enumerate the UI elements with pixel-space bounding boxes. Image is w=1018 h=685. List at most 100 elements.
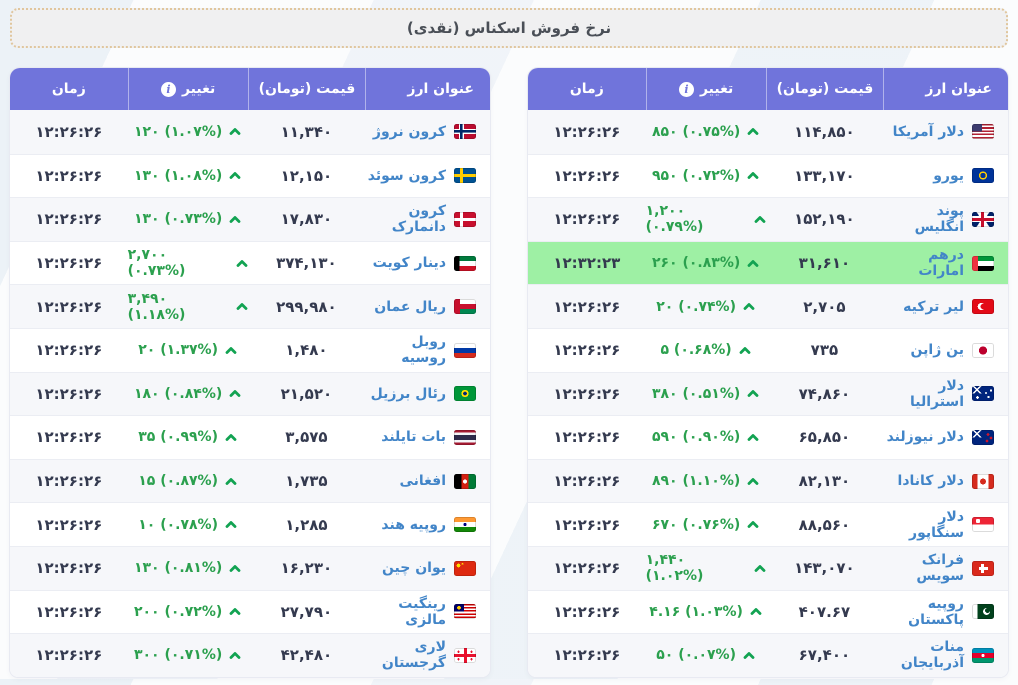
update-time: ۱۲:۲۶:۲۶ [35,210,103,229]
flag-cn-icon [454,560,476,576]
update-time: ۱۲:۲۶:۲۶ [35,472,103,491]
currency-name-link[interactable]: فرانک سویس [916,552,964,585]
change-value: ۱,۴۴۰ (۱.۰۲%) [645,552,704,585]
currency-row-in[interactable]: روپیه هند ۱,۲۸۵ ۱۰ (۰.۷۸%) ۱۲:۲۶:۲۶ [10,502,490,546]
flag-jp-icon [972,342,994,358]
info-icon[interactable] [160,81,176,97]
currency-name-link[interactable]: منات آذربایجان [900,639,964,672]
change-value: ۹۵۰ (۰.۷۲%) [651,167,741,184]
arrow-up-icon [747,259,759,267]
change-cell: ۵۹۰ (۰.۹۰%) [646,429,766,445]
currency-row-af[interactable]: افغانی ۱,۷۳۵ ۱۵ (۰.۸۷%) ۱۲:۲۶:۲۶ [10,458,490,503]
update-time: ۱۲:۲۶:۲۶ [35,297,103,316]
currency-row-nz[interactable]: دلار نیوزلند ۶۵,۸۵۰ ۵۹۰ (۰.۹۰%) ۱۲:۲۶:۲۶ [528,415,1008,459]
currency-name-link[interactable]: ین ژاپن [910,342,964,359]
currency-row-jp[interactable]: ین ژاپن ۷۳۵ ۵ (۰.۶۸%) ۱۲:۲۶:۲۶ [528,327,1008,372]
currency-name-link[interactable]: ریال عمان [374,298,446,315]
change-value: ۶۷۰ (۰.۷۶%) [651,516,741,533]
arrow-up-icon [229,128,241,136]
flag-gb-icon [972,211,994,227]
currency-row-au[interactable]: دلار استرالیا ۷۴,۸۶۰ ۳۸۰ (۰.۵۱%) ۱۲:۲۶:۲۶ [528,371,1008,416]
flag-dk-icon [454,211,476,227]
currency-table-major: عنوان ارز قیمت (تومان) تغییر زمان دلار آ… [528,68,1008,677]
update-time: ۱۲:۲۶:۲۶ [35,602,103,621]
info-icon[interactable] [678,81,694,97]
currency-row-tr[interactable]: لیر ترکیه ۲,۷۰۵ ۲۰ (۰.۷۴%) ۱۲:۲۶:۲۶ [528,284,1008,328]
currency-row-dk[interactable]: کرون دانمارک ۱۷,۸۳۰ ۱۳۰ (۰.۷۳%) ۱۲:۲۶:۲۶ [10,197,490,241]
currency-row-kw[interactable]: دینار کویت ۳۷۴,۱۳۰ ۲,۷۰۰ (۰.۷۳%) ۱۲:۲۶:۲۶ [10,240,490,285]
currency-row-my[interactable]: رینگیت مالزی ۲۷,۷۹۰ ۲۰۰ (۰.۷۲%) ۱۲:۲۶:۲۶ [10,589,490,634]
currency-name-link[interactable]: روپیه پاکستان [908,595,964,628]
currency-row-cn[interactable]: یوان چین ۱۶,۲۳۰ ۱۳۰ (۰.۸۱%) ۱۲:۲۶:۲۶ [10,545,490,590]
arrow-up-icon [225,434,237,441]
flag-pk-icon [972,604,994,620]
change-cell: ۱۵ (۰.۸۷%) [128,473,248,489]
update-time: ۱۲:۲۶:۲۶ [553,559,621,578]
currency-row-om[interactable]: ریال عمان ۲۹۹,۹۸۰ ۳,۴۹۰ (۱.۱۸%) ۱۲:۲۶:۲۶ [10,284,490,328]
update-time: ۱۲:۲۶:۲۶ [553,341,621,360]
update-time: ۱۲:۲۶:۲۶ [553,472,621,491]
currency-row-az[interactable]: منات آذربایجان ۶۷,۴۰۰ ۵۰ (۰.۰۷%) ۱۲:۲۶:۲۶ [528,633,1008,677]
currency-row-us[interactable]: دلار آمریکا ۱۱۴,۸۵۰ ۸۵۰ (۰.۷۵%) ۱۲:۲۶:۲۶ [528,110,1008,154]
arrow-up-icon [236,259,248,267]
change-value: ۲,۷۰۰ (۰.۷۳%) [127,247,186,280]
currency-name-link[interactable]: کرون دانمارک [391,203,446,236]
currency-name-link[interactable]: افغانی [399,473,446,490]
currency-name-cell: ین ژاپن [883,342,1008,358]
currency-name-link[interactable]: روپیه هند [381,516,446,533]
currency-row-sg[interactable]: دلار سنگاپور ۸۸,۵۶۰ ۶۷۰ (۰.۷۶%) ۱۲:۲۶:۲۶ [528,502,1008,546]
currency-row-gb[interactable]: پوند انگلیس ۱۵۲,۱۹۰ ۱,۲۰۰ (۰.۷۹%) ۱۲:۲۶:۲۶ [528,197,1008,241]
change-cell: ۱۳۰ (۰.۸۱%) [128,560,248,576]
currency-name-link[interactable]: دلار سنگاپور [909,508,964,541]
currency-name-link[interactable]: رئال برزیل [370,385,446,402]
price-value: ۲۱,۵۲۰ [280,384,333,403]
currency-row-pk[interactable]: روپیه پاکستان ۴۰۷.۶۷ ۴.۱۶ (۱.۰۳%) ۱۲:۲۶:۲۶ [528,589,1008,634]
tables-container: عنوان ارز قیمت (تومان) تغییر زمان دلار آ… [10,68,1008,677]
currency-row-th[interactable]: بات تایلند ۳,۵۷۵ ۳۵ (۰.۹۹%) ۱۲:۲۶:۲۶ [10,415,490,459]
currency-name-link[interactable]: دلار آمریکا [892,123,964,140]
currency-name-link[interactable]: کرون سوئد [367,167,446,184]
flag-kw-icon [454,255,476,271]
currency-row-eu[interactable]: یورو ۱۳۳,۱۷۰ ۹۵۰ (۰.۷۲%) ۱۲:۲۶:۲۶ [528,153,1008,198]
currency-row-ca[interactable]: دلار کانادا ۸۲,۱۳۰ ۸۹۰ (۱.۱۰%) ۱۲:۲۶:۲۶ [528,458,1008,503]
flag-th-icon [454,429,476,445]
currency-name-link[interactable]: لاری گرجستان [381,639,446,672]
currency-row-ch[interactable]: فرانک سویس ۱۴۳,۰۷۰ ۱,۴۴۰ (۱.۰۲%) ۱۲:۲۶:۲۶ [528,545,1008,590]
price-value: ۱,۲۸۵ [285,515,328,534]
flag-se-icon [454,168,476,184]
page-title-text: نرخ فروش اسکناس (نقدی) [406,19,612,37]
currency-row-ge[interactable]: لاری گرجستان ۴۲,۴۸۰ ۳۰۰ (۰.۷۱%) ۱۲:۲۶:۲۶ [10,633,490,677]
change-value: ۳,۴۹۰ (۱.۱۸%) [127,290,186,323]
currency-name-cell: کرون دانمارک [365,203,490,235]
update-time: ۱۲:۲۶:۲۶ [35,254,103,273]
currency-row-br[interactable]: رئال برزیل ۲۱,۵۲۰ ۱۸۰ (۰.۸۴%) ۱۲:۲۶:۲۶ [10,371,490,416]
change-value: ۵۰ (۰.۰۷%) [656,647,736,664]
currency-row-ae[interactable]: درهم امارات ۳۱,۶۱۰ ۲۶۰ (۰.۸۳%) ۱۲:۳۲:۲۳ [528,240,1008,285]
currency-row-se[interactable]: کرون سوئد ۱۲,۱۵۰ ۱۳۰ (۱.۰۸%) ۱۲:۲۶:۲۶ [10,153,490,198]
currency-name-link[interactable]: دلار نیوزلند [886,429,964,446]
currency-name-cell: دلار نیوزلند [883,429,1008,445]
currency-name-link[interactable]: پوند انگلیس [914,203,964,236]
price-value: ۸۲,۱۳۰ [798,472,851,491]
currency-name-link[interactable]: دلار کانادا [897,473,964,490]
currency-name-link[interactable]: دینار کویت [372,255,446,272]
currency-name-link[interactable]: لیر ترکیه [903,298,964,315]
flag-no-icon [454,124,476,140]
currency-name-cell: درهم امارات [883,247,1008,279]
currency-row-ru[interactable]: روبل روسیه ۱,۴۸۰ ۲۰ (۱.۳۷%) ۱۲:۲۶:۲۶ [10,327,490,372]
currency-row-no[interactable]: کرون نروژ ۱۱,۳۴۰ ۱۲۰ (۱.۰۷%) ۱۲:۲۶:۲۶ [10,110,490,154]
currency-name-link[interactable]: یوان چین [381,560,446,577]
currency-name-link[interactable]: روبل روسیه [401,334,446,367]
currency-name-cell: روبل روسیه [365,334,490,366]
currency-name-link[interactable]: بات تایلند [381,429,446,446]
currency-name-link[interactable]: یورو [933,167,964,184]
page-title: نرخ فروش اسکناس (نقدی) [10,8,1008,48]
currency-name-link[interactable]: کرون نروژ [372,123,446,140]
currency-name-link[interactable]: درهم امارات [918,247,964,280]
change-cell: ۲۰ (۰.۷۴%) [646,299,766,315]
currency-name-cell: روپیه هند [365,517,490,533]
update-time: ۱۲:۲۶:۲۶ [553,515,621,534]
currency-name-link[interactable]: دلار استرالیا [909,377,964,410]
currency-name-link[interactable]: رینگیت مالزی [398,595,446,628]
arrow-up-icon [754,564,766,572]
